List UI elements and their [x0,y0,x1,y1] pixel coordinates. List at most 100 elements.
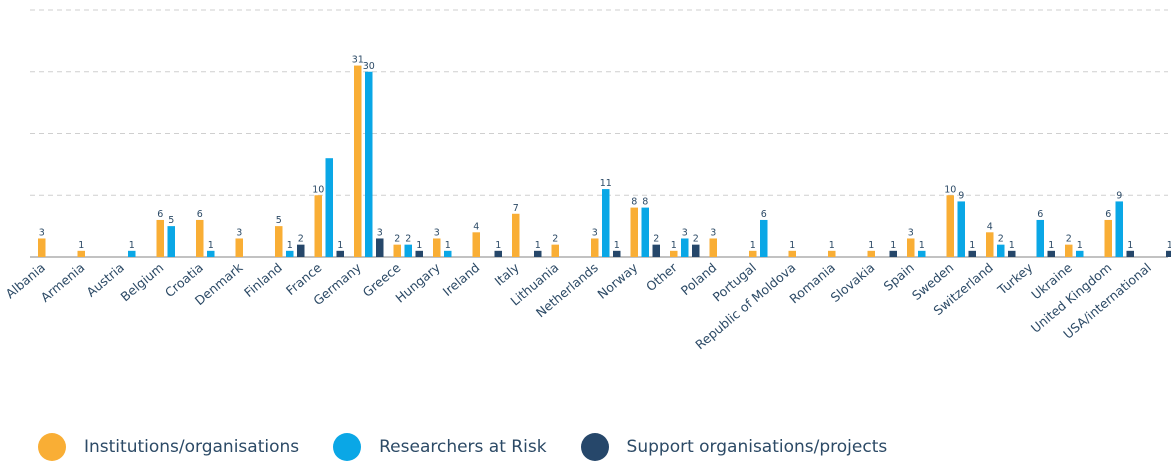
bar [415,250,423,257]
data-label: 1 [535,240,541,251]
bar [1166,250,1171,257]
data-label: 1 [78,240,84,251]
data-label: 11 [600,178,612,189]
x-tick-labels: AlbaniaArmeniaAustriaBelgiumCroatiaDenma… [3,259,1154,352]
data-label: 2 [693,234,699,245]
bar [1008,250,1016,257]
bar [918,250,926,257]
data-label: 3 [39,227,45,238]
data-label: 1 [789,240,795,251]
bar [1036,219,1044,257]
bar [433,238,441,257]
data-label: 2 [653,234,659,245]
bars [38,65,1171,257]
data-label: 1 [287,240,293,251]
data-label: 8 [631,197,637,208]
bar [472,232,480,257]
data-label: 1 [445,240,451,251]
data-label: 7 [513,203,519,214]
legend-item-researchers: Researchers at Risk [333,433,547,461]
data-label: 1 [495,240,501,251]
bar [709,238,717,257]
bar [630,207,638,257]
bar [749,250,757,257]
data-label: 1 [129,240,135,251]
data-label: 3 [434,227,440,238]
bar [235,238,243,257]
data-label: 1 [614,240,620,251]
bar [652,244,660,257]
x-tick-label: Other [643,259,680,294]
bar [1126,250,1134,257]
data-label: 2 [552,234,558,245]
bar [889,250,897,257]
data-label: 1 [337,240,343,251]
bar [1047,250,1055,257]
bar [760,219,768,257]
data-label: 1 [208,240,214,251]
legend-label-researchers: Researchers at Risk [379,437,547,457]
bar [867,250,875,257]
bar [512,213,520,257]
data-label: 1 [1048,240,1054,251]
legend-swatch-institutions [38,433,66,461]
data-label: 3 [682,227,688,238]
data-label: 6 [1037,209,1043,220]
bar [670,250,678,257]
legend-swatch-researchers [333,433,362,461]
bar [788,250,796,257]
data-label: 1 [1077,240,1083,251]
data-label: 4 [473,221,479,232]
legend-label-support: Support organisations/projects [626,437,888,457]
bar [907,238,915,257]
legend-swatch-support [580,433,609,461]
bar [167,226,175,257]
bar [946,195,954,257]
data-label: 2 [298,234,304,245]
data-label: 8 [642,197,648,208]
bar [354,65,362,257]
data-label: 3 [908,227,914,238]
data-label: 3 [710,227,716,238]
data-label: 5 [276,215,282,226]
data-label: 4 [987,221,993,232]
data-label: 1 [1009,240,1015,251]
data-label: 3 [236,227,242,238]
data-label: 10 [312,184,324,195]
data-label: 6 [157,209,163,220]
bar [957,201,965,257]
data-label: 9 [1116,190,1122,201]
x-tick-label: Italy [492,259,523,288]
data-label: 6 [1105,209,1111,220]
bar [1115,201,1123,257]
bar [997,244,1005,257]
bar [681,238,689,257]
data-label: 10 [944,184,956,195]
data-label: 1 [969,240,975,251]
data-label: 3 [377,227,383,238]
bar [376,238,384,257]
bar [156,219,164,257]
bar [613,250,621,257]
bar [534,250,542,257]
x-tick-label: Finland [241,260,285,300]
bar [494,250,502,257]
bar [591,238,599,257]
data-label: 3 [592,227,598,238]
x-tick-label: Armenia [38,260,88,305]
x-tick-label: Slovakia [828,260,878,305]
legend-item-support: Support organisations/projects [580,433,888,461]
legend: Institutions/organisations Researchers a… [38,433,921,461]
legend-label-institutions: Institutions/organisations [84,437,300,457]
legend-item-institutions: Institutions/organisations [38,433,299,461]
data-label: 1 [1167,240,1171,251]
bar [275,226,283,257]
bar [128,250,136,257]
bar [692,244,700,257]
bar [286,250,294,257]
data-label: 5 [168,215,174,226]
bar [1104,219,1112,257]
bar [207,250,215,257]
data-label: 9 [958,190,964,201]
